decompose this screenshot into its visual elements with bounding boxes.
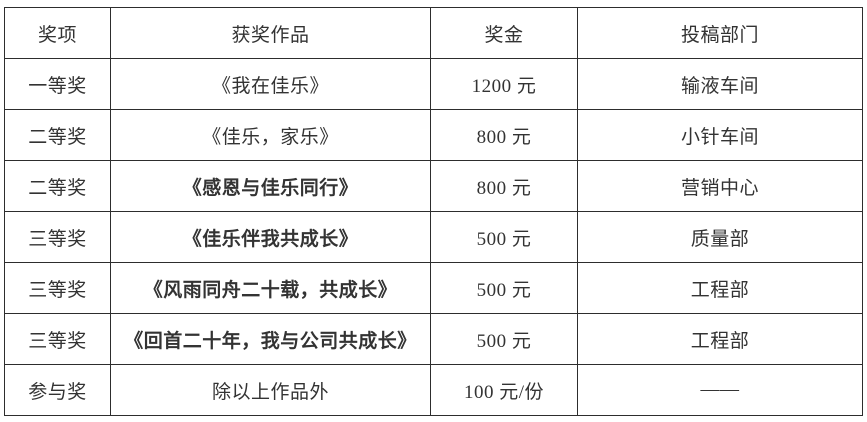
table-row: 三等奖 《风雨同舟二十载，共成长》 500 元 工程部	[4, 262, 863, 314]
awards-table: 奖项 获奖作品 奖金 投稿部门 一等奖 《我在佳乐》 1200 元 输液车间 二…	[4, 7, 863, 416]
cell-prize: 800 元	[430, 160, 578, 212]
cell-department: 质量部	[577, 211, 863, 263]
cell-department: 小针车间	[577, 109, 863, 161]
cell-award: 一等奖	[4, 58, 111, 110]
cell-prize: 100 元/份	[430, 364, 578, 416]
col-header-work: 获奖作品	[110, 7, 431, 59]
cell-prize: 1200 元	[430, 58, 578, 110]
cell-work: 《感恩与佳乐同行》	[110, 160, 431, 212]
cell-award: 三等奖	[4, 262, 111, 314]
cell-award: 二等奖	[4, 160, 111, 212]
col-header-prize: 奖金	[430, 7, 578, 59]
cell-work: 《回首二十年，我与公司共成长》	[110, 313, 431, 365]
cell-prize: 800 元	[430, 109, 578, 161]
cell-department: 工程部	[577, 313, 863, 365]
col-header-award: 奖项	[4, 7, 111, 59]
cell-department: ——	[577, 364, 863, 416]
cell-award: 二等奖	[4, 109, 111, 161]
cell-award: 三等奖	[4, 211, 111, 263]
cell-work: 《佳乐伴我共成长》	[110, 211, 431, 263]
table-row: 二等奖 《佳乐，家乐》 800 元 小针车间	[4, 109, 863, 161]
cell-department: 工程部	[577, 262, 863, 314]
cell-prize: 500 元	[430, 313, 578, 365]
table-row: 一等奖 《我在佳乐》 1200 元 输液车间	[4, 58, 863, 110]
cell-department: 营销中心	[577, 160, 863, 212]
cell-work: 《风雨同舟二十载，共成长》	[110, 262, 431, 314]
cell-work: 《佳乐，家乐》	[110, 109, 431, 161]
table-row: 三等奖 《回首二十年，我与公司共成长》 500 元 工程部	[4, 313, 863, 365]
col-header-department: 投稿部门	[577, 7, 863, 59]
cell-prize: 500 元	[430, 262, 578, 314]
table-row: 三等奖 《佳乐伴我共成长》 500 元 质量部	[4, 211, 863, 263]
cell-award: 参与奖	[4, 364, 111, 416]
cell-work: 《我在佳乐》	[110, 58, 431, 110]
cell-work: 除以上作品外	[110, 364, 431, 416]
table-row: 参与奖 除以上作品外 100 元/份 ——	[4, 364, 863, 416]
cell-award: 三等奖	[4, 313, 111, 365]
cell-department: 输液车间	[577, 58, 863, 110]
table-header-row: 奖项 获奖作品 奖金 投稿部门	[4, 7, 863, 59]
cell-prize: 500 元	[430, 211, 578, 263]
table-row: 二等奖 《感恩与佳乐同行》 800 元 营销中心	[4, 160, 863, 212]
